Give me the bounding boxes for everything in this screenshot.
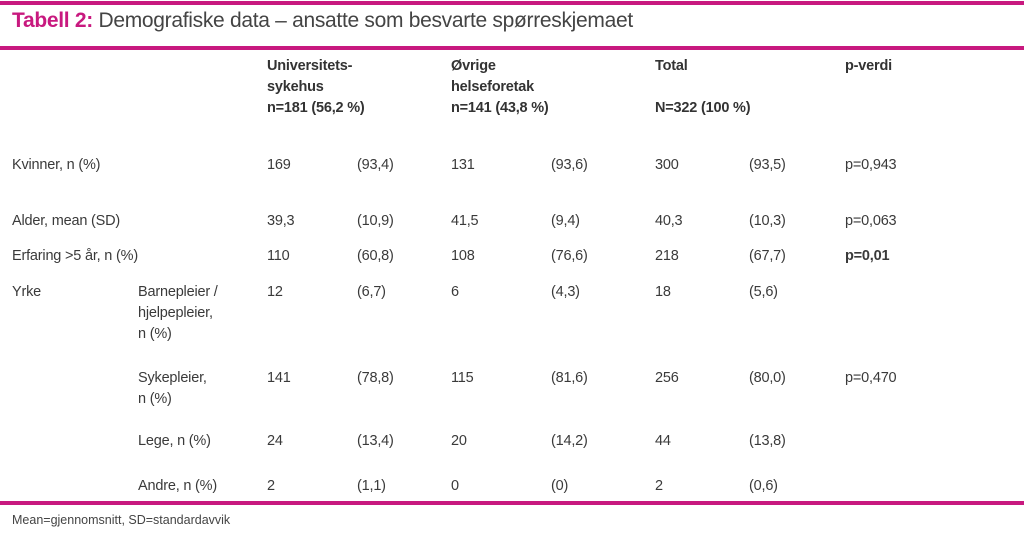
header-rule [0, 46, 1024, 50]
percent-cell: (80,0) [749, 370, 786, 386]
p-value-cell: p=0,01 [845, 248, 890, 264]
row-sublabel: Sykepleier, [138, 370, 207, 386]
value-cell: 40,3 [655, 213, 683, 229]
bottom-rule [0, 501, 1024, 505]
header-line: Øvrige [451, 58, 496, 74]
value-cell: 108 [451, 248, 475, 264]
percent-cell: (6,7) [357, 284, 386, 300]
header-line: helseforetak [451, 79, 535, 95]
value-cell: 0 [451, 478, 459, 494]
value-cell: 24 [267, 433, 283, 449]
percent-cell: (78,8) [357, 370, 394, 386]
percent-cell: (10,3) [749, 213, 786, 229]
value-cell: 218 [655, 248, 679, 264]
header-line: n=141 (43,8 %) [451, 100, 549, 116]
p-value-cell: p=0,943 [845, 157, 897, 173]
percent-cell: (93,5) [749, 157, 786, 173]
table-number: Tabell 2: [12, 9, 93, 32]
value-cell: 256 [655, 370, 679, 386]
percent-cell: (81,6) [551, 370, 588, 386]
percent-cell: (1,1) [357, 478, 386, 494]
percent-cell: (14,2) [551, 433, 588, 449]
header-line: Total [655, 58, 688, 74]
p-value-cell: p=0,063 [845, 213, 897, 229]
value-cell: 20 [451, 433, 467, 449]
row-sublabel: hjelpepleier, [138, 305, 213, 321]
row-sublabel: Barnepleier / [138, 284, 218, 300]
value-cell: 300 [655, 157, 679, 173]
percent-cell: (67,7) [749, 248, 786, 264]
value-cell: 44 [655, 433, 671, 449]
percent-cell: (0,6) [749, 478, 778, 494]
percent-cell: (60,8) [357, 248, 394, 264]
table-caption: Demografiske data – ansatte som besvarte… [98, 9, 633, 32]
row-sublabel: Andre, n (%) [138, 478, 217, 494]
percent-cell: (76,6) [551, 248, 588, 264]
header-line: n=181 (56,2 %) [267, 100, 365, 116]
percent-cell: (10,9) [357, 213, 394, 229]
row-sublabel: Lege, n (%) [138, 433, 211, 449]
percent-cell: (5,6) [749, 284, 778, 300]
header-line: Universitets- [267, 58, 353, 74]
percent-cell: (13,4) [357, 433, 394, 449]
row-sublabel: n (%) [138, 391, 172, 407]
value-cell: 169 [267, 157, 291, 173]
value-cell: 12 [267, 284, 283, 300]
row-label: Alder, mean (SD) [12, 213, 121, 229]
value-cell: 39,3 [267, 213, 295, 229]
row-label: Erfaring >5 år, n (%) [12, 248, 138, 264]
header-line: sykehus [267, 79, 324, 95]
top-rule [0, 1, 1024, 5]
value-cell: 2 [655, 478, 663, 494]
value-cell: 131 [451, 157, 475, 173]
percent-cell: (93,6) [551, 157, 588, 173]
footnote: Mean=gjennomsnitt, SD=standardavvik [12, 513, 231, 527]
value-cell: 115 [451, 370, 474, 386]
value-cell: 110 [267, 248, 290, 264]
value-cell: 6 [451, 284, 459, 300]
value-cell: 18 [655, 284, 671, 300]
row-label: Kvinner, n (%) [12, 157, 101, 173]
value-cell: 2 [267, 478, 275, 494]
percent-cell: (0) [551, 478, 569, 494]
percent-cell: (9,4) [551, 213, 580, 229]
value-cell: 141 [267, 370, 291, 386]
percent-cell: (4,3) [551, 284, 580, 300]
percent-cell: (93,4) [357, 157, 394, 173]
header-line: N=322 (100 %) [655, 100, 751, 116]
percent-cell: (13,8) [749, 433, 786, 449]
table-title: Tabell 2: Demografiske data – ansatte so… [12, 9, 633, 33]
row-label: Yrke [12, 284, 42, 300]
value-cell: 41,5 [451, 213, 479, 229]
column-header-p-value: p-verdi [845, 58, 892, 74]
p-value-cell: p=0,470 [845, 370, 897, 386]
row-sublabel: n (%) [138, 326, 172, 342]
